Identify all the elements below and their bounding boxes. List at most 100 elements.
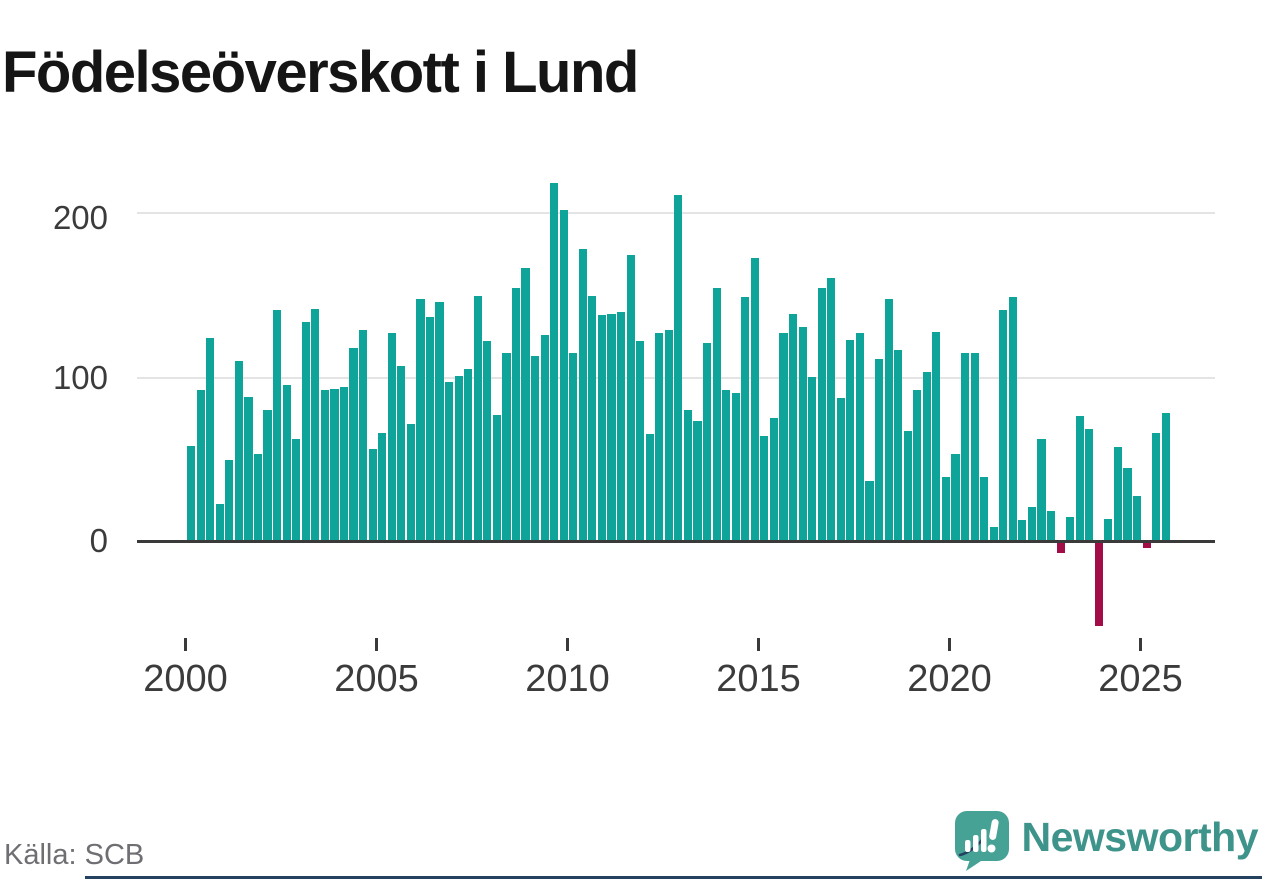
bar-2008Q2	[502, 352, 511, 540]
x-tick-2010	[566, 638, 569, 651]
bar-2009Q2	[540, 334, 549, 540]
bar-2004Q1	[339, 386, 349, 540]
bar-2010Q3	[588, 295, 597, 540]
bar-2017Q1	[836, 398, 845, 540]
bar-2002Q1	[263, 409, 272, 540]
bar-2020Q3	[970, 352, 979, 540]
brand-lockup: Newsworthy	[954, 808, 1259, 874]
bar-2002Q4	[292, 439, 301, 540]
bar-2019Q3	[932, 331, 941, 540]
brand-wordmark: Newsworthy	[1021, 813, 1259, 860]
bar-2000Q1	[187, 445, 196, 540]
bar-2023Q4	[1094, 543, 1103, 627]
bar-2001Q2	[234, 360, 243, 540]
bar-2005Q4	[406, 424, 415, 540]
bar-2022Q1	[1027, 507, 1037, 540]
bar-2014Q4	[750, 258, 759, 540]
x-tick-2005	[375, 638, 378, 651]
bar-2025Q2	[1152, 432, 1161, 540]
x-axis-label-2010: 2010	[525, 658, 610, 700]
bar-2004Q3	[358, 329, 368, 540]
bar-2020Q4	[980, 476, 989, 540]
bar-2015Q1	[760, 435, 769, 540]
bar-2020Q1	[951, 453, 960, 540]
bar-2007Q1	[454, 375, 463, 540]
bar-2024Q4	[1132, 496, 1142, 540]
bar-2000Q4	[215, 504, 224, 540]
bar-2012Q1	[645, 434, 654, 540]
bar-2012Q3	[664, 329, 673, 540]
bar-2006Q2	[425, 316, 435, 540]
bar-2016Q3	[817, 287, 826, 540]
bar-2013Q2	[693, 421, 702, 540]
chart-title: Födelseöverskott i Lund	[2, 39, 639, 105]
bar-2018Q1	[874, 359, 884, 540]
bar-2011Q1	[607, 313, 616, 540]
bar-2000Q3	[206, 338, 215, 540]
footer-accent-line	[85, 876, 1262, 879]
bar-2011Q3	[626, 255, 635, 540]
bar-2015Q3	[779, 333, 788, 540]
bar-2008Q1	[492, 414, 501, 540]
newsworthy-logo-icon	[954, 811, 1009, 871]
bar-2014Q1	[722, 390, 731, 540]
bar-2022Q2	[1037, 439, 1046, 540]
bar-2019Q1	[913, 390, 922, 540]
source-label: Källa: SCB	[4, 839, 145, 871]
x-axis-label-2020: 2020	[907, 658, 992, 700]
bar-2019Q4	[941, 476, 951, 540]
bar-2010Q2	[578, 248, 587, 540]
bar-2016Q1	[798, 326, 807, 540]
x-tick-2015	[757, 638, 760, 651]
bar-2001Q4	[253, 453, 263, 540]
bar-2019Q2	[922, 372, 931, 540]
bar-2001Q3	[244, 396, 253, 540]
bar-2009Q3	[550, 183, 559, 540]
bar-2010Q1	[569, 352, 578, 540]
bar-2002Q2	[272, 310, 282, 540]
bar-2017Q2	[846, 339, 855, 540]
x-tick-2000	[184, 638, 187, 651]
bar-2005Q2	[387, 333, 396, 540]
bar-2011Q2	[616, 312, 626, 540]
bar-2006Q3	[435, 302, 444, 540]
bar-2002Q3	[282, 385, 291, 540]
bar-2006Q4	[444, 382, 454, 540]
bar-2025Q3	[1161, 413, 1170, 540]
bar-2022Q4	[1056, 543, 1065, 553]
bar-2025Q1	[1142, 543, 1151, 548]
x-axis-label-2000: 2000	[143, 658, 228, 700]
bar-2003Q2	[311, 308, 320, 540]
bar-2013Q4	[712, 287, 721, 540]
bar-2014Q3	[741, 297, 750, 540]
bar-2007Q3	[473, 295, 482, 540]
x-axis-label-2005: 2005	[334, 658, 419, 700]
bar-2001Q1	[225, 460, 234, 540]
bar-2000Q2	[196, 390, 205, 540]
bar-2018Q4	[903, 430, 912, 540]
bar-2013Q1	[683, 409, 693, 540]
bar-2024Q2	[1113, 447, 1123, 540]
y-axis-label-100: 100	[52, 359, 108, 396]
bar-2015Q2	[769, 417, 779, 540]
bar-2017Q4	[865, 481, 874, 540]
bar-2023Q1	[1066, 517, 1075, 540]
bar-2021Q2	[999, 310, 1008, 540]
bar-2024Q3	[1123, 468, 1132, 540]
bar-2005Q1	[378, 432, 387, 540]
bar-2023Q2	[1075, 416, 1084, 540]
bar-2015Q4	[788, 313, 798, 540]
bar-2009Q1	[530, 356, 540, 540]
y-axis-label-0: 0	[89, 522, 108, 559]
bar-2009Q4	[559, 209, 568, 540]
bar-2024Q1	[1104, 518, 1113, 540]
bar-2005Q3	[397, 365, 406, 540]
zero-axis-line	[137, 540, 1215, 543]
bar-2021Q1	[989, 526, 998, 540]
bar-2012Q4	[674, 194, 683, 540]
bar-2013Q3	[702, 343, 712, 540]
bar-2020Q2	[960, 352, 970, 540]
bar-2011Q4	[636, 341, 645, 540]
bar-2008Q3	[511, 287, 521, 540]
bar-2007Q4	[483, 341, 492, 540]
